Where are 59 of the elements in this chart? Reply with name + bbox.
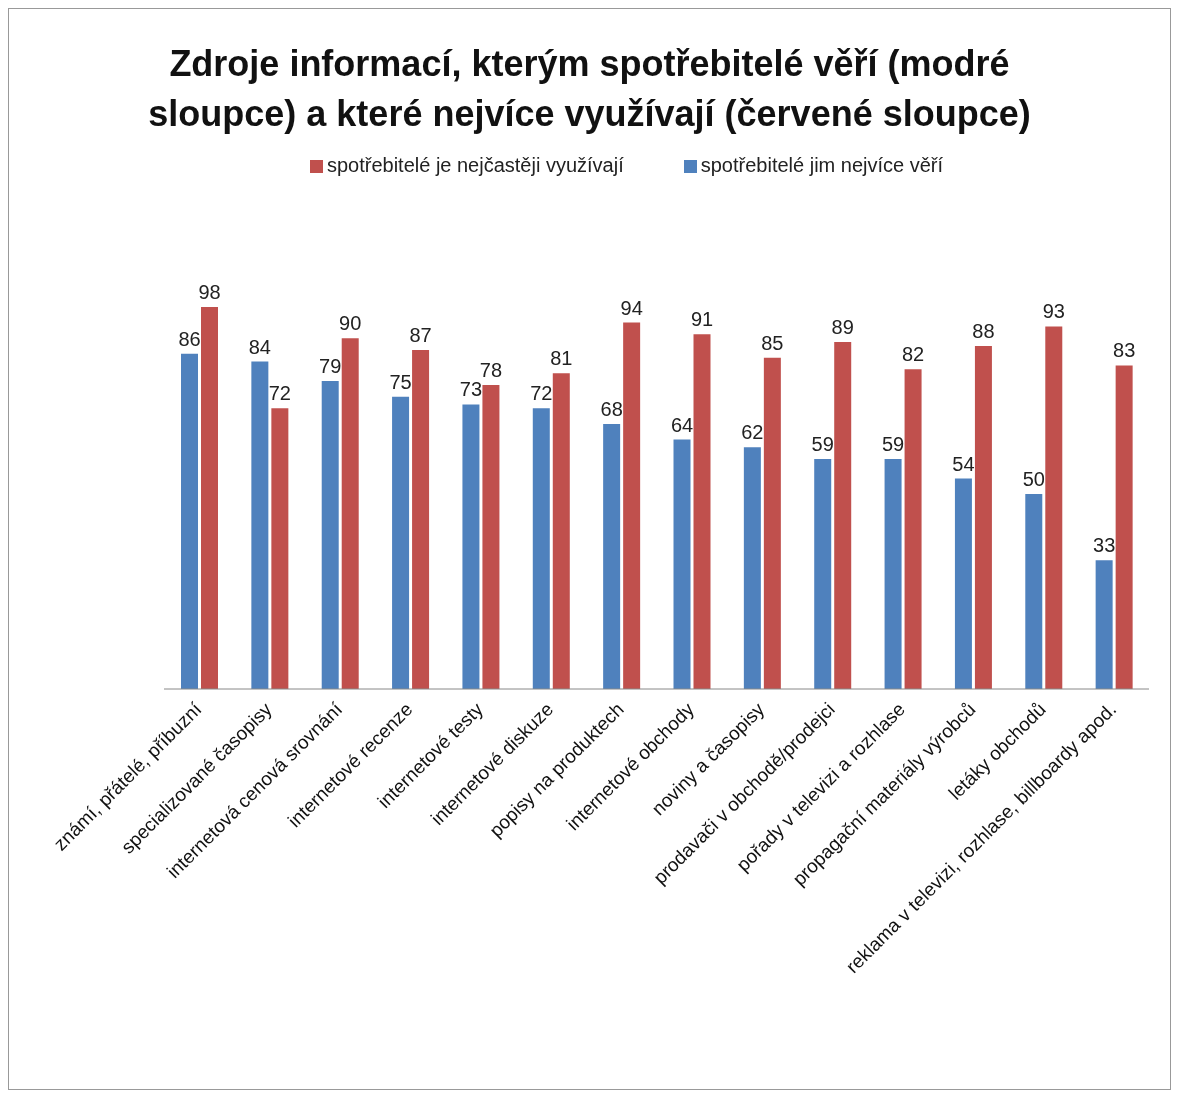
bar	[532, 408, 550, 689]
bar	[341, 338, 359, 689]
bar	[693, 334, 711, 689]
bar	[1025, 494, 1043, 689]
data-label: 73	[459, 378, 483, 401]
data-label: 72	[530, 382, 553, 405]
data-label: 88	[972, 319, 995, 342]
bar	[884, 459, 902, 689]
bar	[251, 361, 269, 689]
bar	[763, 357, 781, 689]
data-label: 82	[901, 343, 925, 366]
data-label: 50	[1022, 468, 1045, 491]
legend-label: spotřebitelé jim nejvíce věří	[700, 154, 944, 176]
bar	[462, 404, 480, 689]
data-label: 84	[248, 335, 271, 358]
data-label: 68	[600, 397, 623, 420]
data-label: 59	[811, 433, 834, 456]
bar	[1115, 365, 1133, 689]
bar	[1095, 560, 1113, 689]
data-label: 86	[178, 327, 201, 350]
data-label: 83	[1113, 339, 1136, 362]
bar	[834, 342, 852, 689]
bar	[552, 373, 570, 689]
bar	[974, 345, 992, 689]
bar	[271, 408, 289, 689]
data-label: 54	[952, 452, 975, 475]
bar	[814, 459, 832, 689]
bar	[954, 478, 972, 689]
data-label: 98	[198, 281, 221, 303]
data-label: 81	[550, 347, 573, 370]
data-label: 59	[881, 433, 905, 456]
bar	[743, 447, 761, 689]
bar	[1045, 326, 1063, 689]
data-label: 72	[268, 382, 291, 405]
bar	[181, 353, 198, 689]
data-label: 64	[670, 413, 694, 436]
chart-title: Zdroje informací, kterým spotřebitelé věří (modré sloupce) a které nejvíce využívají (červené sloupce)	[147, 42, 1032, 136]
bar	[603, 423, 621, 689]
data-label: 89	[831, 316, 854, 339]
data-label: 62	[741, 421, 764, 444]
bar	[412, 349, 430, 689]
bar	[482, 384, 500, 689]
bar	[623, 322, 641, 689]
data-label: 90	[339, 312, 362, 335]
data-label: 78	[479, 358, 503, 381]
bar	[904, 369, 922, 689]
bar	[201, 307, 218, 689]
bar	[673, 439, 691, 689]
legend-label: spotřebitelé je nejčastěji využívají	[326, 154, 624, 176]
data-label: 91	[690, 308, 714, 331]
data-label: 93	[1042, 300, 1065, 323]
bar	[392, 396, 410, 689]
data-label: 94	[620, 296, 643, 319]
data-label: 79	[319, 355, 342, 378]
data-label: 87	[409, 323, 432, 346]
data-label: 33	[1093, 534, 1116, 557]
bar	[321, 381, 339, 689]
data-label: 85	[761, 331, 784, 354]
data-label: 75	[389, 370, 412, 393]
